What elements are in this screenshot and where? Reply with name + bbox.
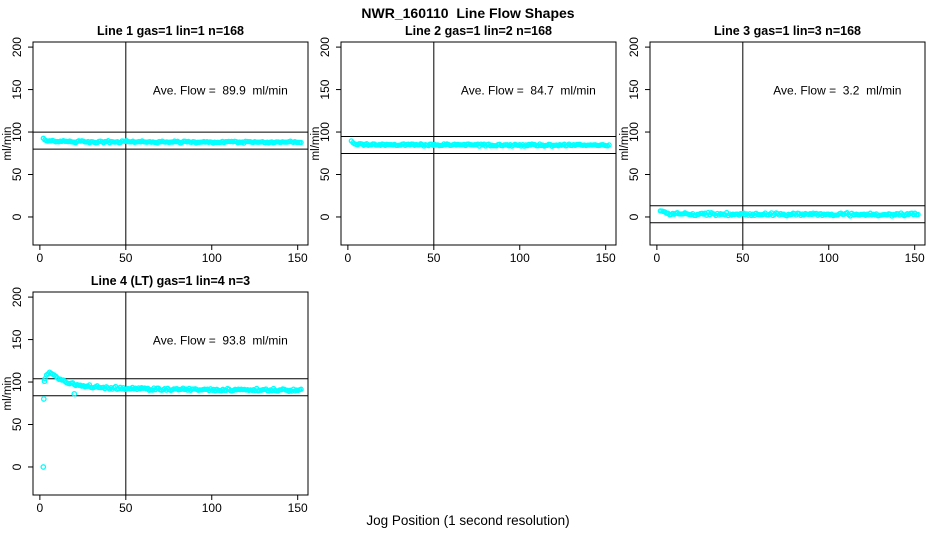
x-tick-label: 100 xyxy=(510,251,530,265)
panel-box xyxy=(32,291,309,496)
y-tick-label: 200 xyxy=(318,37,332,57)
y-tick-label: 150 xyxy=(318,79,332,99)
x-tick-label: 50 xyxy=(427,251,441,265)
subplot-title: Line 2 gas=1 lin=2 n=168 xyxy=(405,24,552,38)
subplot-line-1: 0 50 100 150 0 50 100 150 200 ml/min Line 1 gas=1 … xyxy=(2,24,309,265)
x-tick-label: 0 xyxy=(654,251,661,265)
subplot-title: Line 4 (LT) gas=1 lin=4 n=3 xyxy=(91,274,250,288)
figure-xlabel: Jog Position (1 second resolution) xyxy=(366,513,570,528)
x-tick-label: 100 xyxy=(202,501,222,515)
y-tick-label: 0 xyxy=(10,463,24,470)
y-axis-label: ml/min xyxy=(619,127,631,161)
y-tick-label: 0 xyxy=(10,213,24,220)
y-axis-label: ml/min xyxy=(2,127,14,161)
y-tick-label: 50 xyxy=(627,168,641,182)
x-tick-label: 50 xyxy=(736,251,750,265)
y-tick-label: 50 xyxy=(318,168,332,182)
subplot-line-2: 0 50 100 150 0 50 100 150 200 ml/min Line 2 gas=1 … xyxy=(310,24,617,265)
y-tick-label: 150 xyxy=(627,79,641,99)
y-tick-label: 0 xyxy=(318,213,332,220)
x-tick-label: 0 xyxy=(37,251,44,265)
y-tick-label: 150 xyxy=(10,79,24,99)
figure-title: NWR_160110 Line Flow Shapes xyxy=(361,5,575,21)
y-tick-label: 200 xyxy=(10,37,24,57)
panel-box xyxy=(649,41,926,246)
panel-box xyxy=(32,41,309,246)
ave-flow-annotation: Ave. Flow = 89.9 ml/min xyxy=(153,84,288,98)
subplot-line-3: 0 50 100 150 0 50 100 150 200 ml/min Line 3 gas=1 … xyxy=(619,24,926,265)
y-tick-label: 50 xyxy=(10,168,24,182)
y-tick-label: 100 xyxy=(318,122,332,142)
subplot-title: Line 1 gas=1 lin=1 n=168 xyxy=(97,24,244,38)
y-tick-label: 100 xyxy=(10,372,24,392)
y-tick-label: 150 xyxy=(10,329,24,349)
ave-flow-annotation: Ave. Flow = 84.7 ml/min xyxy=(461,84,596,98)
y-axis-label: ml/min xyxy=(310,127,322,161)
ave-flow-annotation: Ave. Flow = 3.2 ml/min xyxy=(773,84,901,98)
x-tick-label: 50 xyxy=(119,501,133,515)
y-tick-label: 100 xyxy=(10,122,24,142)
y-tick-label: 200 xyxy=(10,287,24,307)
y-tick-label: 100 xyxy=(627,122,641,142)
x-tick-label: 100 xyxy=(819,251,839,265)
y-tick-label: 50 xyxy=(10,418,24,432)
subplot-title: Line 3 gas=1 lin=3 n=168 xyxy=(714,24,861,38)
x-tick-label: 50 xyxy=(119,251,133,265)
x-tick-label: 150 xyxy=(905,251,925,265)
x-tick-label: 150 xyxy=(288,501,308,515)
x-tick-label: 150 xyxy=(288,251,308,265)
panel-box xyxy=(340,41,617,246)
data-points xyxy=(657,208,921,219)
data-points xyxy=(348,138,612,149)
x-tick-label: 150 xyxy=(596,251,616,265)
y-tick-label: 0 xyxy=(627,213,641,220)
x-tick-label: 0 xyxy=(37,501,44,515)
data-points xyxy=(40,135,304,146)
data-points xyxy=(40,369,304,470)
subplot-line-4: 0 50 100 150 0 50 100 150 200 ml/min Line 4 (LT) g… xyxy=(2,274,309,515)
y-tick-label: 200 xyxy=(627,37,641,57)
x-tick-label: 100 xyxy=(202,251,222,265)
x-tick-label: 0 xyxy=(345,251,352,265)
y-axis-label: ml/min xyxy=(2,377,14,411)
ave-flow-annotation: Ave. Flow = 93.8 ml/min xyxy=(153,334,288,348)
